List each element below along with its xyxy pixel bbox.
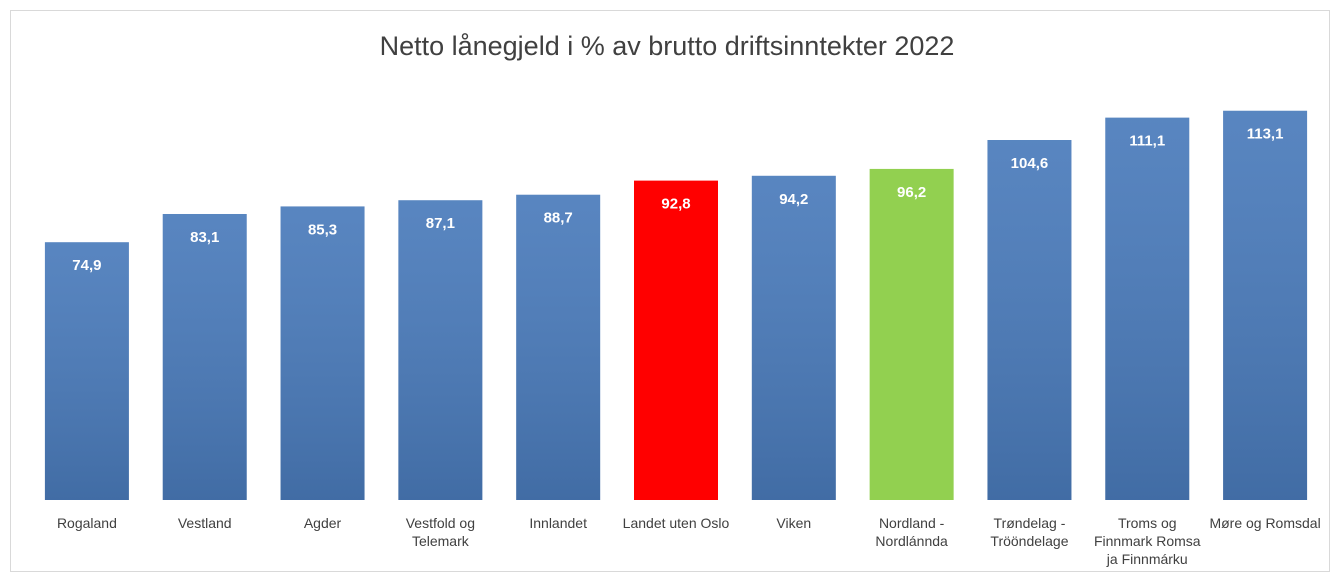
x-tick-label: Landet uten Oslo [622,515,730,531]
bar-shade [1105,117,1190,501]
value-label: 74,9 [72,257,101,274]
value-label: 88,7 [544,210,573,227]
x-tick-label: Nordland - Nordlánnda [875,515,948,549]
value-label: 104,6 [1011,155,1049,172]
value-label: 94,2 [779,191,808,208]
value-label: 92,8 [661,196,690,213]
x-tick-label: Agder [303,515,342,531]
bar-shade [162,213,247,500]
x-tick-label: Innlandet [529,515,587,531]
x-tick-label: Vestland [177,515,232,531]
bar-shade [1223,110,1308,500]
bar [634,180,718,500]
x-tick-label: Møre og Romsdal [1209,515,1321,531]
value-label: 83,1 [190,229,219,246]
value-label: 85,3 [308,221,337,238]
x-tick-label: Viken [776,515,812,531]
x-tick-label: Rogaland [56,515,117,531]
bar-shade [516,194,601,500]
x-tick-label: Troms og Finnmark Romsa ja Finnmárku [1093,515,1201,567]
bar-shade [398,200,483,500]
value-label: 111,1 [1129,133,1165,150]
value-label: 113,1 [1247,126,1284,143]
bar [869,168,954,500]
bar-shade [280,206,365,500]
value-label: 87,1 [426,215,455,232]
bar-shade [44,242,129,500]
x-tick-label: Trøndelag - Trööndelage [990,515,1069,549]
value-label: 96,2 [897,184,926,201]
chart-title: Netto lånegjeld i % av brutto driftsinnt… [380,31,955,61]
x-tick-label: Vestfold og Telemark [405,515,475,549]
bar-shade [751,175,836,501]
bar-shade [987,140,1072,501]
chart-frame [10,10,1330,572]
